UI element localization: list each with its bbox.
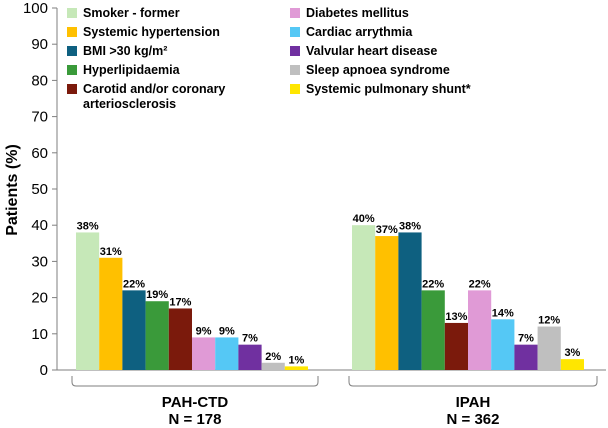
legend-item: Diabetes mellitus [290,6,409,20]
legend-item: Hyperlipidaemia [67,63,181,77]
y-axis-title: Patients (%) [4,144,21,236]
bar [560,359,584,370]
legend-swatch [290,84,300,94]
legend-item: Systemic hypertension [67,25,220,39]
bar [468,290,492,370]
data-label: 37% [376,224,398,236]
data-label: 38% [399,220,421,232]
group-n-label: N = 362 [447,411,500,428]
bar [444,322,468,370]
data-label: 31% [100,246,122,258]
data-label: 1% [288,354,304,366]
bar [537,326,561,370]
bars [76,225,584,370]
legend-label: Systemic hypertension [83,25,220,39]
data-label: 22% [469,278,491,290]
legend: Smoker - former Systemic hypertension BMI … [67,6,471,111]
axes: 0 10 20 30 40 50 60 70 80 90 100 [23,0,606,379]
data-label: 17% [169,296,191,308]
legend-item: Cardiac arrythmia [290,25,413,39]
legend-item: Smoker - former [67,6,180,20]
y-tick-label: 0 [40,362,48,379]
data-label: 40% [353,213,375,225]
legend-label: Smoker - former [83,6,180,20]
bar [168,308,192,370]
y-tick-label: 10 [31,326,48,343]
legend-swatch [67,27,77,37]
bar [238,344,262,370]
bar [215,337,239,370]
bar [261,362,285,370]
y-tick-label: 30 [31,253,48,270]
data-label: 38% [77,220,99,232]
group-n-label: N = 178 [169,411,222,428]
group-bracket [348,376,598,387]
data-label: 22% [422,278,444,290]
data-label: 7% [242,333,258,345]
legend-swatch [290,46,300,56]
legend-swatch [67,84,77,94]
data-label: 7% [518,333,534,345]
group-bracket [71,376,319,387]
legend-label: Carotid and/or coronary [83,82,225,96]
legend-label: Sleep apnoea syndrome [306,63,450,77]
bar [76,232,100,370]
legend-label: BMI >30 kg/m² [83,44,167,58]
bar [375,236,399,370]
bar [145,301,169,370]
y-tick-label: 20 [31,290,48,307]
data-labels: 38%40%31%37%22%38%19%22%17%13%9%22%9%14%… [77,213,581,366]
bar [284,366,308,370]
y-tick-label: 40 [31,217,48,234]
legend-item: Sleep apnoea syndrome [290,63,450,77]
legend-swatch [67,46,77,56]
legend-swatch [290,65,300,75]
legend-label: Hyperlipidaemia [83,63,181,77]
group-name: IPAH [456,394,491,411]
bar [491,319,515,370]
legend-swatch [67,65,77,75]
data-label: 14% [492,307,514,319]
data-label: 9% [219,325,235,337]
legend-label: arteriosclerosis [83,97,176,111]
data-label: 22% [123,278,145,290]
data-label: 12% [538,315,560,327]
y-tick-label: 60 [31,145,48,162]
bar [99,257,123,370]
data-label: 19% [146,289,168,301]
data-label: 9% [196,325,212,337]
bar [398,232,422,370]
legend-swatch [67,8,77,18]
y-tick-label: 100 [23,0,48,17]
legend-item: BMI >30 kg/m² [67,44,167,58]
bar [514,344,538,370]
legend-item: Valvular heart disease [290,44,437,58]
legend-swatch [290,8,300,18]
y-tick-label: 70 [31,109,48,126]
bar [352,225,376,370]
bar [122,290,146,370]
group-name: PAH-CTD [162,394,229,411]
bar [421,290,445,370]
bar [192,337,216,370]
legend-label: Systemic pulmonary shunt* [306,82,471,96]
data-label: 3% [564,347,580,359]
legend-label: Cardiac arrythmia [306,25,413,39]
y-tick-label: 80 [31,72,48,89]
legend-label: Valvular heart disease [306,44,437,58]
legend-item: Systemic pulmonary shunt* [290,82,471,96]
legend-label: Diabetes mellitus [306,6,409,20]
y-tick-label: 90 [31,36,48,53]
data-label: 13% [445,311,467,323]
legend-swatch [290,27,300,37]
data-label: 2% [265,351,281,363]
y-tick-label: 50 [31,181,48,198]
